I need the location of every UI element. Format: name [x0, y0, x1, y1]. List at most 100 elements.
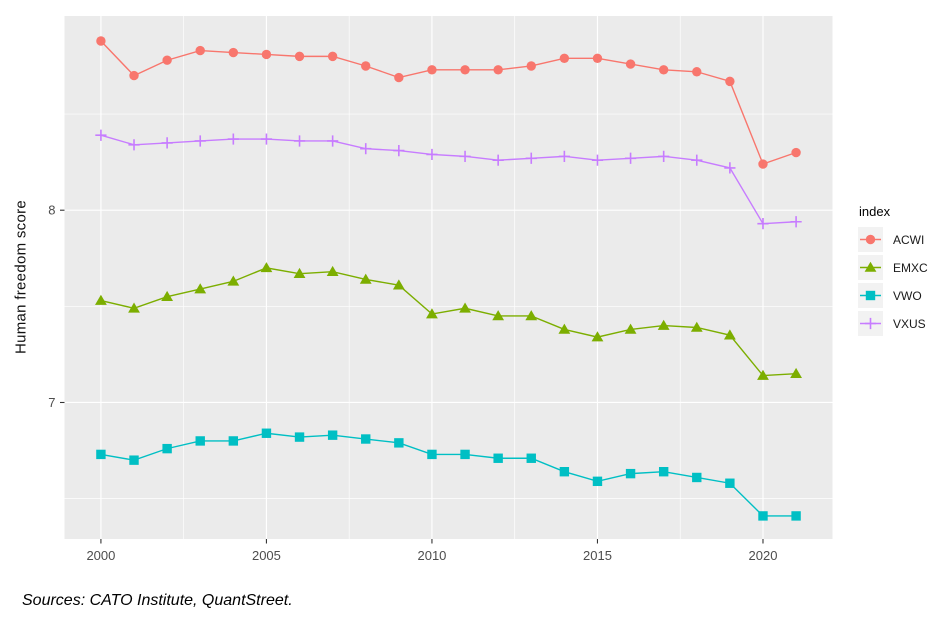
series-marker-acwi-2012 [493, 65, 503, 75]
series-marker-vwo-2004 [228, 436, 239, 446]
series-marker-emxc-2018 [690, 321, 703, 332]
legend-title: index [859, 204, 891, 219]
series-marker-vxus-2002 [161, 137, 173, 149]
series-marker-emxc-2016 [624, 323, 637, 334]
series-marker-vxus-2013 [525, 152, 537, 164]
legend-marker-plus [864, 317, 877, 330]
series-marker-acwi-2017 [658, 65, 669, 75]
legend-key-plus-icon [858, 311, 883, 336]
series-marker-vxus-2014 [558, 150, 570, 162]
series-marker-vwo-2002 [162, 443, 172, 454]
series-marker-vwo-2003 [195, 436, 205, 446]
series-marker-emxc-2008 [359, 273, 372, 284]
series-marker-vwo-2020 [758, 511, 768, 521]
series-marker-vxus-2015 [591, 154, 604, 166]
series-marker-acwi-2003 [195, 45, 205, 56]
legend-key-square-icon [858, 283, 883, 308]
series-marker-acwi-2010 [427, 65, 437, 75]
y-tick-label: 7 [48, 395, 55, 410]
series-marker-acwi-2016 [625, 59, 636, 69]
series-marker-acwi-2011 [460, 65, 470, 75]
series-marker-vxus-2018 [691, 154, 703, 166]
legend: index ACWI EMXC VWO VXUS [858, 204, 928, 339]
y-tick-label: 8 [48, 203, 55, 218]
series-marker-emxc-2012 [492, 310, 505, 321]
legend-marker-circle [865, 234, 876, 245]
x-tick-label: 2000 [86, 548, 115, 563]
series-marker-vxus-2001 [128, 139, 140, 151]
series-marker-emxc-2002 [161, 290, 174, 302]
series-marker-vwo-2015 [592, 476, 603, 487]
series-marker-vxus-2008 [360, 143, 372, 155]
series-marker-acwi-2002 [162, 55, 172, 65]
series-marker-vxus-2011 [459, 150, 471, 162]
legend-item-vxus: VXUS [858, 311, 928, 336]
series-marker-vxus-2019 [724, 162, 736, 174]
legend-marker-triangle [864, 261, 877, 272]
series-marker-acwi-2009 [394, 72, 404, 83]
series-marker-acwi-2000 [96, 36, 106, 46]
series-marker-emxc-2005 [260, 262, 273, 273]
series-marker-vwo-2017 [658, 467, 669, 477]
series-marker-emxc-2015 [591, 331, 604, 342]
series-marker-emxc-2010 [426, 308, 438, 319]
series-marker-emxc-2021 [790, 367, 802, 378]
series-emxc [95, 262, 802, 380]
series-marker-acwi-2019 [725, 76, 735, 87]
legend-key-triangle-icon [858, 255, 883, 280]
series-acwi [96, 36, 801, 169]
series-marker-acwi-2008 [361, 61, 371, 71]
legend-item-label: ACWI [893, 232, 925, 247]
series-marker-vxus-2006 [293, 135, 306, 147]
series-marker-vxus-2012 [492, 154, 504, 166]
legend-item-acwi: ACWI [858, 227, 928, 252]
y-axis-title: Human freedom score [12, 199, 30, 355]
series-marker-vwo-2014 [559, 467, 570, 477]
series-line-vxus [100, 134, 797, 225]
plot-panel [64, 16, 833, 539]
series-marker-acwi-2015 [592, 53, 603, 64]
series-marker-vwo-2018 [692, 472, 702, 483]
series-marker-vxus-2003 [194, 135, 206, 147]
series-marker-vxus-2021 [790, 216, 802, 228]
series-marker-vwo-2006 [294, 432, 305, 442]
series-marker-vwo-2011 [460, 449, 470, 460]
series-marker-emxc-2009 [392, 279, 405, 290]
legend-key-circle-icon [858, 227, 883, 252]
series-marker-vwo-2016 [625, 468, 636, 479]
x-tick-label: 2010 [417, 548, 446, 563]
series-marker-acwi-2014 [559, 53, 570, 64]
series-line-vwo [100, 432, 797, 517]
series-marker-vwo-2001 [129, 455, 139, 465]
series-marker-emxc-2019 [723, 329, 736, 340]
series-line-acwi [100, 40, 797, 165]
series-marker-acwi-2006 [294, 51, 305, 62]
series-vwo [96, 428, 801, 521]
series-marker-acwi-2020 [758, 159, 768, 169]
series-marker-acwi-2018 [692, 67, 702, 77]
series-marker-vwo-2012 [493, 453, 503, 463]
series-marker-emxc-2011 [459, 302, 471, 313]
series-marker-vxus-2017 [658, 150, 670, 162]
x-tick-label: 2005 [252, 548, 281, 563]
legend-item-label: EMXC [893, 260, 928, 275]
source-note: Sources: CATO Institute, QuantStreet. [22, 592, 293, 609]
series-marker-emxc-2020 [757, 369, 769, 380]
series-marker-vwo-2019 [725, 478, 735, 488]
legend-item-label: VWO [893, 288, 922, 303]
series-marker-emxc-2013 [525, 310, 538, 321]
x-tick-label: 2020 [749, 548, 778, 563]
legend-marker-square [865, 290, 876, 301]
series-marker-vxus-2020 [757, 218, 769, 230]
series-marker-vxus-2005 [260, 133, 273, 145]
series-marker-emxc-2014 [558, 323, 571, 334]
series-marker-emxc-2007 [326, 265, 339, 277]
series-marker-emxc-2003 [194, 283, 207, 294]
series-marker-emxc-2001 [128, 302, 140, 313]
series-vxus [95, 129, 802, 230]
series-marker-vwo-2007 [327, 430, 338, 440]
series-marker-vxus-2016 [624, 152, 637, 164]
series-marker-acwi-2007 [327, 51, 338, 62]
